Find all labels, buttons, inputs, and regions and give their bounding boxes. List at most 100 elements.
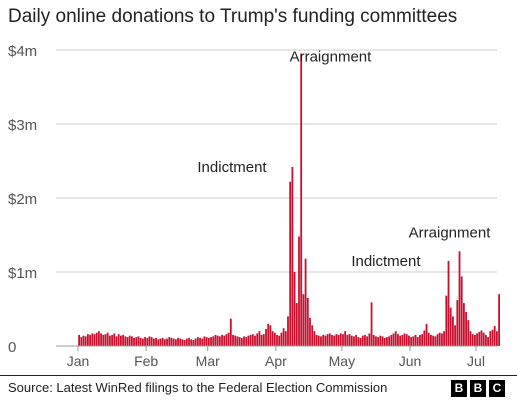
logo-letter: B bbox=[451, 380, 467, 397]
bar bbox=[86, 334, 89, 346]
bar bbox=[141, 338, 144, 346]
bar bbox=[359, 337, 362, 346]
bar bbox=[331, 334, 333, 346]
bar bbox=[128, 335, 131, 346]
bar bbox=[269, 325, 272, 346]
x-tick-label: Jun bbox=[399, 353, 422, 369]
bar bbox=[282, 328, 285, 346]
bar bbox=[394, 331, 397, 346]
bar-chart: 0 $1m $2m $3m $4m Jan Feb Mar Apr May Jun Jul Indict… bbox=[8, 43, 500, 369]
bar bbox=[295, 303, 298, 346]
bar bbox=[199, 337, 201, 346]
bar bbox=[405, 334, 408, 346]
bar bbox=[245, 337, 248, 346]
bar bbox=[254, 335, 256, 346]
bar bbox=[251, 334, 254, 346]
bar bbox=[410, 337, 413, 346]
bbc-logo: B B C bbox=[451, 380, 505, 397]
bar bbox=[126, 337, 129, 346]
bar bbox=[445, 295, 448, 346]
bar bbox=[381, 336, 384, 346]
bar bbox=[489, 331, 492, 346]
bar bbox=[183, 340, 186, 346]
bar bbox=[408, 335, 410, 346]
bar bbox=[361, 335, 364, 346]
bar bbox=[179, 338, 182, 346]
bar bbox=[273, 332, 276, 346]
bar bbox=[315, 334, 318, 346]
bar bbox=[302, 294, 305, 346]
bar bbox=[436, 334, 439, 346]
bar bbox=[482, 332, 485, 346]
bar bbox=[438, 332, 441, 346]
bar bbox=[449, 307, 452, 346]
bar bbox=[484, 334, 487, 346]
logo-letter: B bbox=[470, 380, 486, 397]
bar bbox=[293, 272, 296, 346]
bar bbox=[456, 300, 459, 346]
bar bbox=[419, 334, 421, 346]
bar bbox=[201, 338, 204, 346]
bar bbox=[95, 332, 98, 346]
bar bbox=[163, 339, 166, 346]
bar bbox=[353, 336, 355, 346]
bar bbox=[326, 334, 329, 346]
bar bbox=[168, 337, 171, 346]
bar bbox=[368, 333, 371, 346]
bar bbox=[238, 337, 241, 346]
bar bbox=[372, 334, 375, 346]
bar bbox=[225, 334, 228, 346]
bar bbox=[403, 333, 406, 346]
bar bbox=[291, 166, 294, 346]
annotation-label: Indictment bbox=[197, 159, 267, 176]
bar bbox=[152, 338, 155, 346]
bar bbox=[474, 334, 476, 346]
bar bbox=[443, 331, 446, 346]
x-tick-label: Apr bbox=[265, 353, 287, 369]
bar bbox=[89, 334, 91, 346]
bar bbox=[348, 334, 351, 346]
bar bbox=[346, 334, 349, 346]
bar bbox=[93, 334, 96, 346]
bar bbox=[383, 337, 386, 346]
bar bbox=[166, 338, 168, 346]
bar bbox=[100, 333, 102, 346]
bar bbox=[441, 333, 443, 346]
bar bbox=[355, 334, 358, 346]
bar bbox=[267, 323, 270, 346]
bar bbox=[377, 337, 380, 346]
bar bbox=[447, 260, 450, 346]
bar bbox=[265, 328, 267, 346]
bar bbox=[487, 337, 489, 346]
bar bbox=[97, 331, 100, 346]
bar bbox=[375, 336, 377, 346]
bar bbox=[416, 337, 419, 346]
bar bbox=[212, 336, 215, 346]
bar bbox=[311, 325, 314, 346]
bar bbox=[194, 338, 197, 346]
bar bbox=[133, 337, 135, 346]
bar bbox=[161, 337, 164, 346]
bar bbox=[236, 336, 239, 346]
bar bbox=[262, 334, 265, 346]
bar bbox=[135, 337, 138, 346]
bar bbox=[80, 337, 83, 346]
bar bbox=[234, 335, 237, 346]
bar bbox=[388, 336, 391, 346]
bar bbox=[258, 331, 261, 346]
bar bbox=[157, 339, 160, 346]
annotation-label: Arraignment bbox=[290, 49, 373, 66]
bar bbox=[205, 337, 208, 346]
bar bbox=[84, 336, 87, 346]
bar bbox=[185, 338, 188, 346]
bar bbox=[280, 332, 283, 346]
bar bbox=[196, 337, 199, 346]
bar bbox=[174, 339, 177, 346]
source-note: Source: Latest WinRed filings to the Fed… bbox=[8, 380, 388, 395]
bar bbox=[150, 337, 153, 346]
bar bbox=[188, 337, 190, 346]
bar bbox=[203, 336, 206, 346]
bar bbox=[306, 297, 309, 346]
bar bbox=[78, 334, 80, 346]
bar bbox=[458, 251, 461, 346]
